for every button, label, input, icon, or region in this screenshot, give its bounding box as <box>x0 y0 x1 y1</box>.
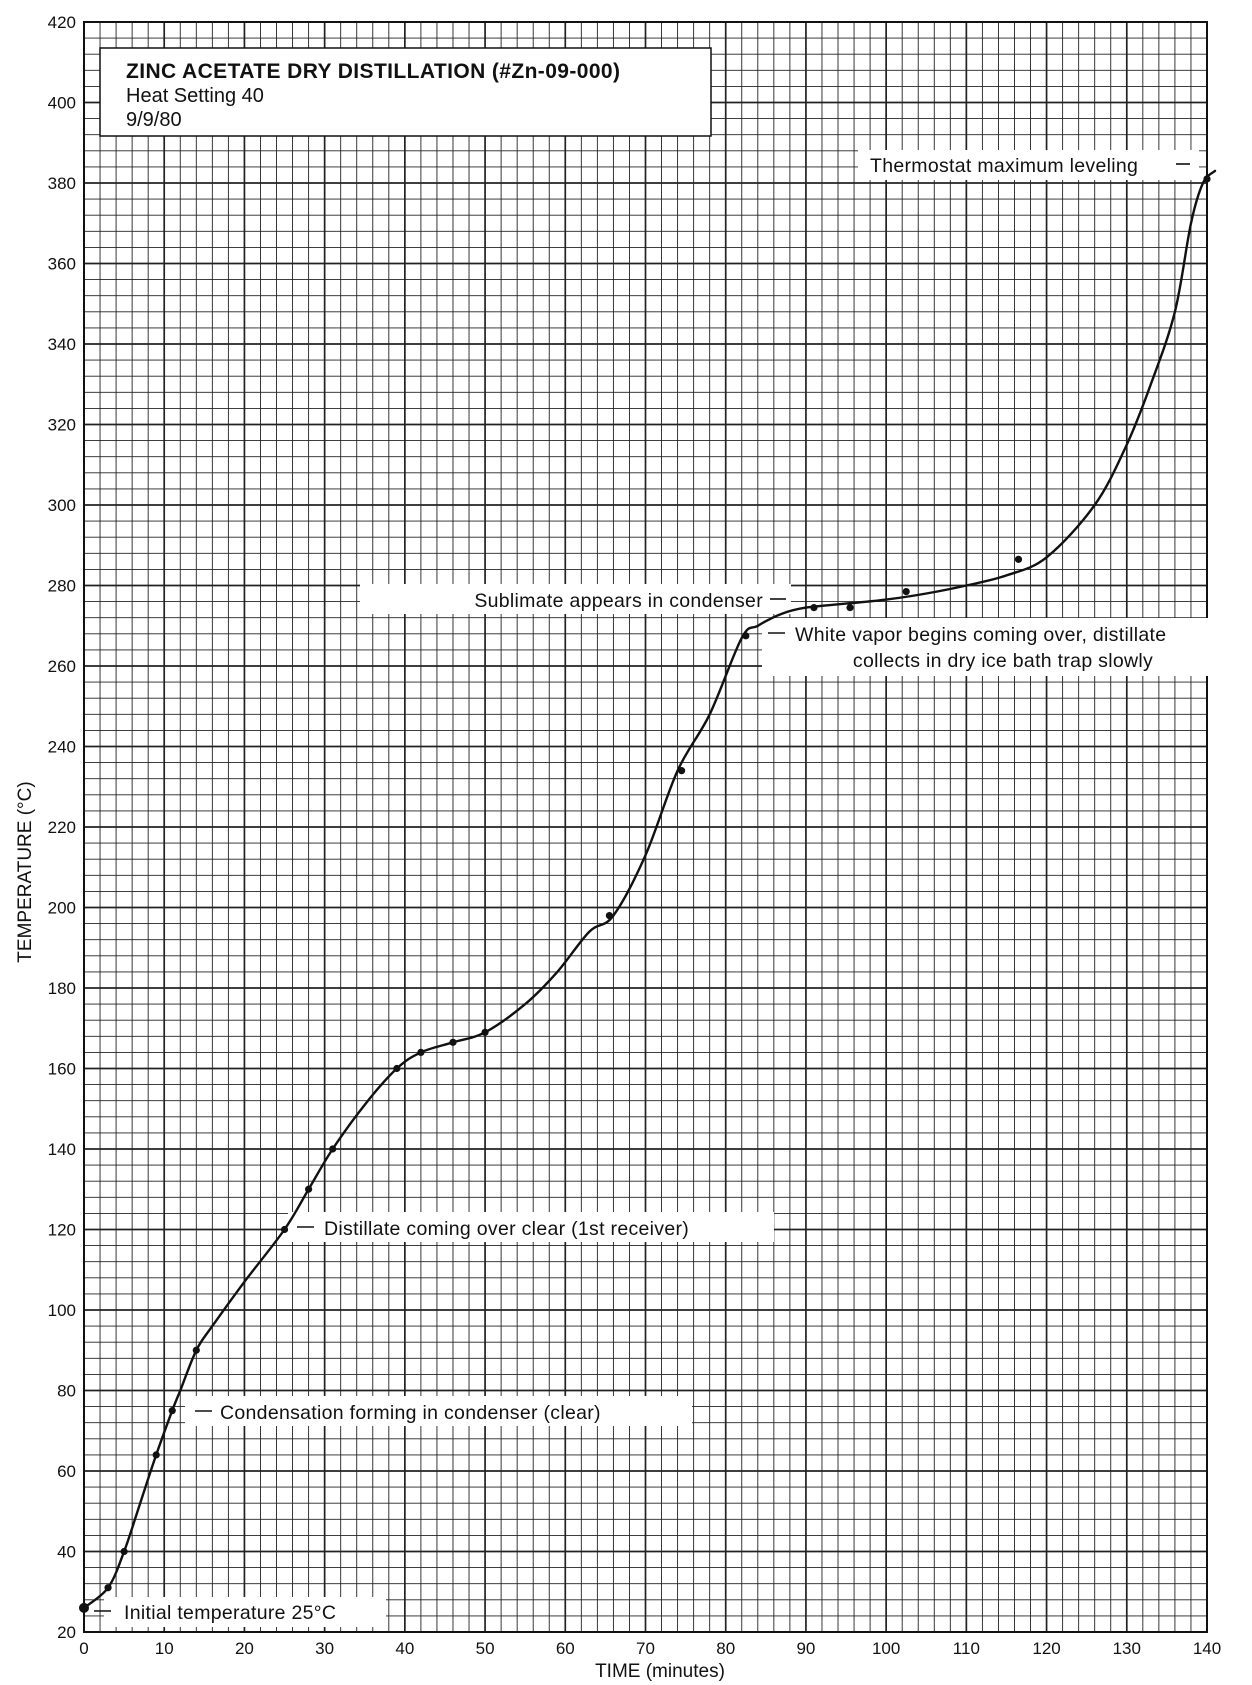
y-tick-label: 380 <box>48 174 76 193</box>
y-tick-label: 240 <box>48 738 76 757</box>
x-tick-label: 90 <box>796 1639 815 1658</box>
y-axis-label: TEMPERATURE (°C) <box>15 781 36 962</box>
annotation-initial-temp: Initial temperature 25°C <box>124 1602 336 1624</box>
y-tick-label: 280 <box>48 577 76 596</box>
y-tick-label: 80 <box>57 1382 76 1401</box>
x-tick-label: 0 <box>79 1639 88 1658</box>
x-tick-label: 110 <box>953 1639 980 1658</box>
data-point <box>329 1145 337 1153</box>
major-grid <box>83 21 1208 1633</box>
data-point <box>449 1038 457 1046</box>
data-point <box>902 587 910 596</box>
y-tick-label: 340 <box>48 335 76 354</box>
annotation-distillate-clear: Distillate coming over clear (1st receiv… <box>324 1218 689 1240</box>
y-tick-label: 360 <box>48 255 76 274</box>
data-point <box>677 767 686 775</box>
temperature-curve <box>82 169 1217 1609</box>
annotation-thermostat: Thermostat maximum leveling <box>870 155 1138 177</box>
annotation-condensation: Condensation forming in condenser (clear… <box>220 1402 601 1424</box>
y-tick-label: 260 <box>48 657 76 676</box>
y-tick-labels: 20 40 60 80 100 120 140 160 180 200 220 240 260 280 30… <box>48 13 76 1642</box>
y-tick-label: 120 <box>48 1221 76 1240</box>
data-point <box>417 1048 425 1056</box>
data-point <box>280 1225 289 1234</box>
data-point <box>1014 555 1023 563</box>
y-tick-label: 40 <box>57 1543 76 1562</box>
x-tick-label: 30 <box>315 1639 334 1658</box>
x-tick-labels: 0 10 20 30 40 50 60 70 80 90 100 110 120 130 140 <box>79 1639 1221 1658</box>
x-tick-label: 140 <box>1193 1639 1221 1658</box>
x-tick-label: 40 <box>395 1639 414 1658</box>
y-tick-label: 160 <box>48 1060 76 1079</box>
y-tick-label: 420 <box>48 13 76 32</box>
x-tick-label: 10 <box>155 1639 174 1658</box>
chart-title: ZINC ACETATE DRY DISTILLATION (#Zn-09-00… <box>126 60 620 83</box>
plot-frame <box>83 21 1208 1633</box>
y-tick-label: 220 <box>48 818 76 837</box>
annotation-white-vapor: White vapor begins coming over, distilla… <box>795 624 1166 646</box>
data-point <box>742 632 750 640</box>
title-box <box>99 47 712 137</box>
data-point <box>152 1451 160 1459</box>
annotations: Initial temperature 25°C Condensation fo… <box>94 150 1248 1627</box>
x-tick-label: 100 <box>872 1639 900 1658</box>
chart-subtitle-heat-setting: Heat Setting 40 <box>126 85 264 107</box>
data-point <box>168 1407 176 1415</box>
x-tick-label: 60 <box>556 1639 575 1658</box>
y-tick-label: 400 <box>48 94 76 113</box>
data-points <box>79 175 1211 1613</box>
data-point <box>79 1602 89 1613</box>
data-point <box>305 1185 313 1193</box>
y-tick-label: 60 <box>57 1462 76 1481</box>
data-point <box>846 604 854 612</box>
data-point <box>393 1064 401 1073</box>
y-tick-label: 140 <box>48 1140 76 1159</box>
y-tick-label: 180 <box>48 979 76 998</box>
x-tick-label: 70 <box>636 1639 655 1658</box>
x-axis-label: TIME (minutes) <box>595 1661 725 1682</box>
x-tick-label: 50 <box>476 1639 495 1658</box>
annotation-dry-ice-trap: collects in dry ice bath trap slowly <box>853 650 1153 672</box>
data-point <box>120 1547 128 1556</box>
chart-subtitle-date: 9/9/80 <box>126 109 182 131</box>
data-point <box>481 1028 489 1036</box>
annotation-sublimate: Sublimate appears in condenser <box>474 590 763 612</box>
data-point <box>104 1584 112 1592</box>
x-tick-label: 130 <box>1113 1639 1141 1658</box>
data-point <box>605 911 614 920</box>
y-tick-label: 320 <box>48 416 76 435</box>
data-point <box>1203 175 1211 183</box>
y-tick-label: 300 <box>48 496 76 515</box>
data-point <box>192 1346 200 1354</box>
x-tick-label: 20 <box>235 1639 254 1658</box>
y-tick-label: 20 <box>57 1623 76 1642</box>
y-tick-label: 100 <box>48 1301 76 1320</box>
x-tick-label: 120 <box>1032 1639 1060 1658</box>
data-point <box>810 604 818 612</box>
y-tick-label: 200 <box>48 899 76 918</box>
x-tick-label: 80 <box>716 1639 735 1658</box>
